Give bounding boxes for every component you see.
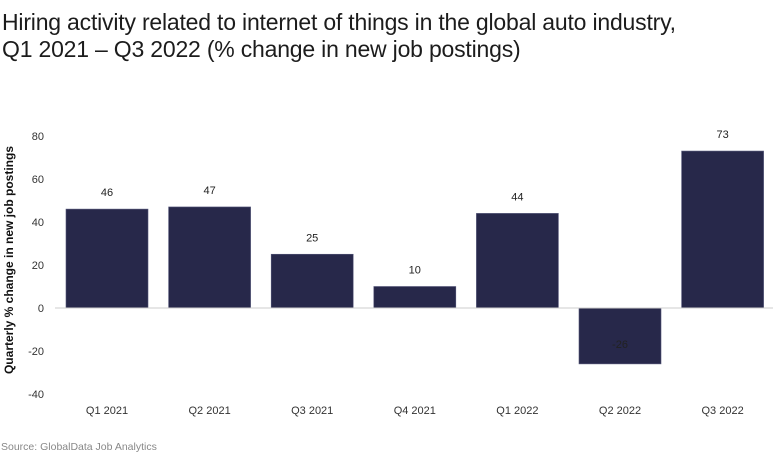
x-tick-label: Q2 2022 <box>599 405 641 417</box>
bar <box>65 208 149 309</box>
source-note: Source: GlobalData Job Analytics <box>1 441 157 453</box>
data-label: 73 <box>716 129 728 141</box>
x-tick-label: Q3 2021 <box>291 405 333 417</box>
data-label: 44 <box>511 191 523 203</box>
y-tick-label: -20 <box>28 346 44 358</box>
x-tick-label: Q3 2022 <box>701 405 743 417</box>
data-label: 25 <box>306 232 318 244</box>
x-tick-label: Q2 2021 <box>188 405 230 417</box>
bar <box>373 286 457 309</box>
y-tick-label: 80 <box>32 131 44 143</box>
y-tick-label: -40 <box>28 389 44 401</box>
y-tick-label: 20 <box>32 260 44 272</box>
y-tick-label: 60 <box>32 174 44 186</box>
bar <box>270 253 354 309</box>
data-label: 10 <box>409 265 421 277</box>
y-tick-label: 40 <box>32 217 44 229</box>
bar <box>681 150 764 309</box>
bar <box>476 213 559 309</box>
data-label: 46 <box>101 187 113 199</box>
x-tick-label: Q1 2021 <box>86 405 128 417</box>
chart-title: Hiring activity related to internet of t… <box>2 9 676 62</box>
x-tick-label: Q1 2022 <box>496 405 538 417</box>
data-label: -26 <box>612 339 628 351</box>
data-label: 47 <box>203 185 215 197</box>
bar <box>578 307 662 365</box>
x-tick-label: Q4 2021 <box>394 405 436 417</box>
bar <box>168 206 251 309</box>
y-tick-label: 0 <box>38 303 44 315</box>
